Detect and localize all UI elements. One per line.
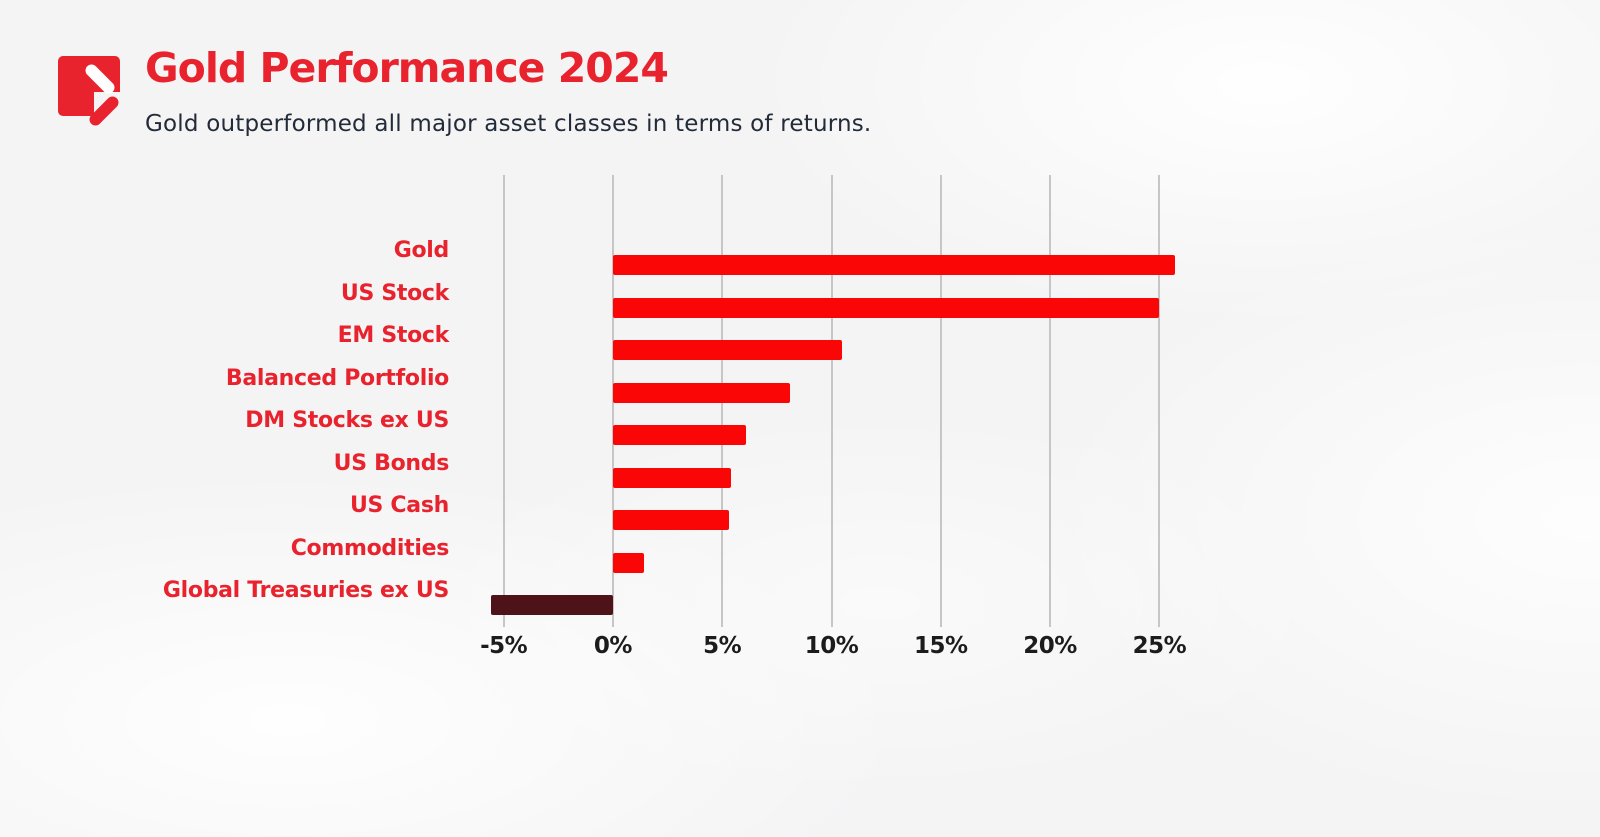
category-label-balanced-portfolio: Balanced Portfolio xyxy=(225,365,449,391)
bar-us-bonds xyxy=(612,467,731,488)
axis-tick-label-10: 10% xyxy=(804,633,859,659)
category-label-us-stock: US Stock xyxy=(340,280,449,306)
page-subtitle: Gold outperformed all major asset classe… xyxy=(145,111,872,137)
bar-row-gold xyxy=(449,244,1214,287)
category-label-global-treasuries-ex-us: Global Treasuries ex US xyxy=(162,578,449,603)
bar-us-cash xyxy=(612,510,729,531)
bar-chart: Gold US Stock EM Stock Balanced Portfolio DM… xyxy=(139,175,1214,677)
category-label-gold: Gold xyxy=(393,238,450,263)
pen-slash-logo-icon xyxy=(58,56,122,128)
bar-row-dm-stocks-ex-us xyxy=(449,414,1214,457)
bar-row-commodities xyxy=(449,542,1214,585)
category-labels: Gold US Stock EM Stock Balanced Portfolio DM… xyxy=(139,175,449,677)
gridline-15 xyxy=(939,175,942,627)
bar-row-us-bonds xyxy=(449,457,1214,500)
bar-us-stock xyxy=(612,297,1160,318)
gridline-20 xyxy=(1049,175,1052,627)
gridline-10 xyxy=(830,175,833,627)
bar-row-us-stock xyxy=(449,287,1214,330)
axis-tick-label-0: 0% xyxy=(593,633,633,659)
axis-tick-label-5: 5% xyxy=(703,633,742,659)
bar-gold xyxy=(612,255,1175,276)
bar-row-us-cash xyxy=(449,499,1214,542)
bar-commodities xyxy=(612,552,644,573)
axis-tick-label-15: 15% xyxy=(914,633,968,659)
bar-em-stock xyxy=(612,340,843,361)
axis-tick-label-25: 25% xyxy=(1132,633,1187,659)
bar-rows xyxy=(449,244,1214,627)
category-label-commodities: Commodities xyxy=(290,535,450,561)
axis-ticks: -5% 0% 5% 10% 15% 20% 25% xyxy=(449,633,1214,677)
bar-row-global-treasuries-ex-us xyxy=(449,584,1214,627)
category-label-us-bonds: US Bonds xyxy=(333,450,450,476)
bar-global-treasuries-ex-us xyxy=(490,595,613,616)
bar-row-balanced-portfolio xyxy=(449,372,1214,415)
bar-dm-stocks-ex-us xyxy=(612,425,747,446)
page-title: Gold Performance 2024 xyxy=(145,44,669,92)
axis-tick-label-5: -5% xyxy=(480,633,528,659)
gridline-5 xyxy=(502,175,505,627)
plot-area xyxy=(449,175,1214,627)
bar-balanced-portfolio xyxy=(612,382,790,403)
bar-row-em-stock xyxy=(449,329,1214,372)
category-label-dm-stocks-ex-us: DM Stocks ex US xyxy=(245,408,449,433)
axis-tick-label-20: 20% xyxy=(1023,633,1077,659)
category-label-us-cash: US Cash xyxy=(349,493,449,518)
plot-wrap: -5% 0% 5% 10% 15% 20% 25% xyxy=(449,175,1214,677)
gridline-25 xyxy=(1158,175,1161,627)
category-label-em-stock: EM Stock xyxy=(337,323,450,348)
